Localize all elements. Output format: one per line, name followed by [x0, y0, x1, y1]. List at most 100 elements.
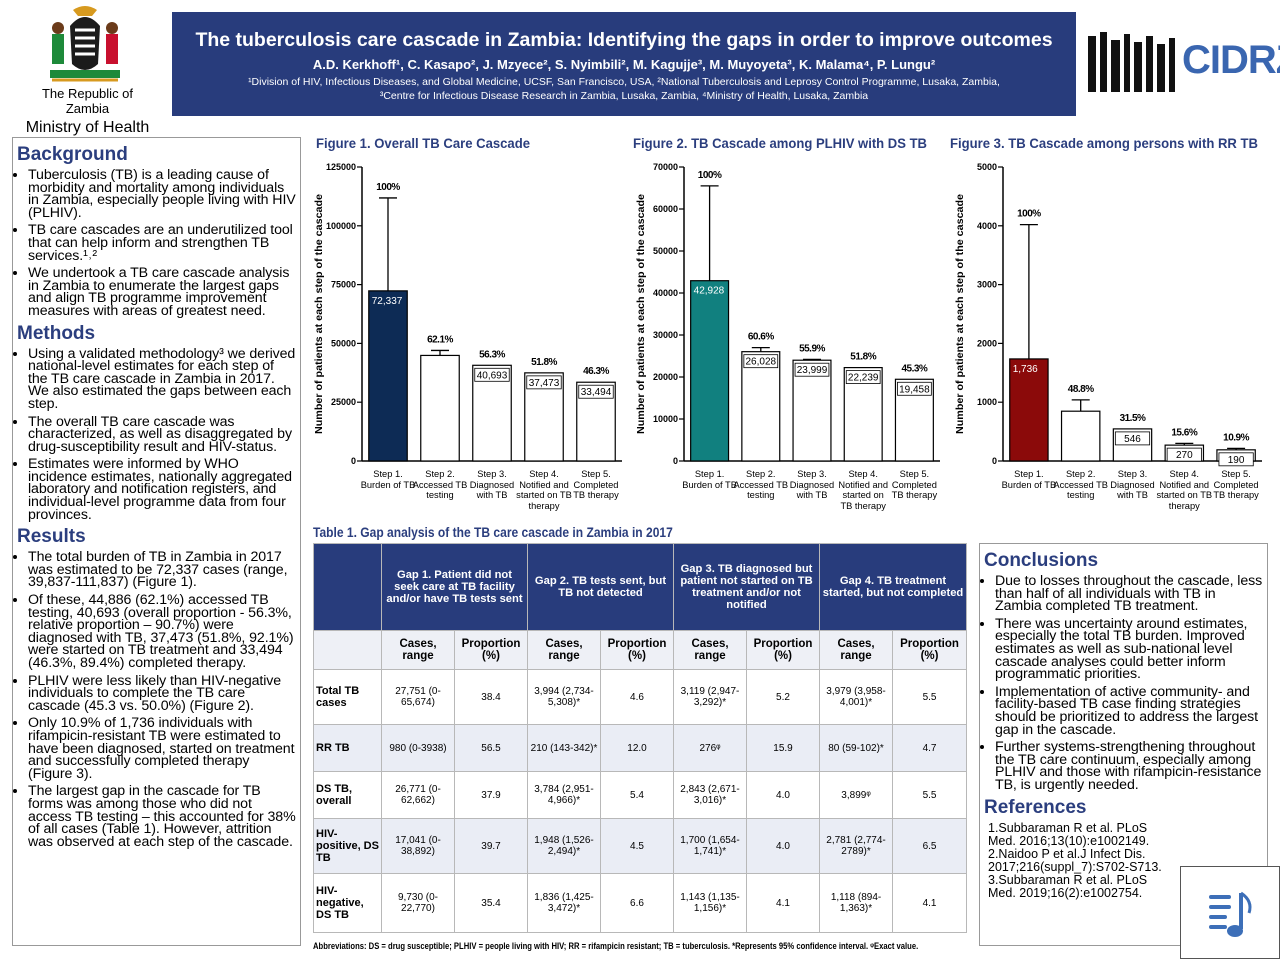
x-label-box: Step 5. Completed TB therapy [1213, 469, 1258, 500]
x-label-box: Step 2. Accessed TB testing [1053, 469, 1108, 500]
sub-header: Cases, range [527, 630, 601, 670]
x-tick-label: Step 3. Diagnosed with TB [1110, 469, 1155, 500]
row-label: HIV-positive, DS TB [313, 818, 382, 874]
chart-title: Figure 3. TB Cascade among persons with … [950, 135, 1258, 151]
row-label: HIV-negative, DS TB [313, 873, 382, 933]
value-label: 40,693 [477, 370, 508, 381]
cell: 15.9 [745, 724, 821, 772]
y-tick-label: 70000 [653, 162, 678, 172]
x-tick-label: Step 5. Completed TB therapy [891, 469, 938, 500]
sub-header: Cases, range [381, 630, 455, 670]
value-label-box [526, 375, 562, 390]
y-axis-label: Number of patients at each step of the c… [635, 194, 647, 434]
y-tick-label: 75000 [331, 280, 356, 290]
chart-title: Figure 2. TB Cascade among PLHIV with DS… [633, 135, 927, 151]
left-column: Background Tuberculosis (TB) is a leading… [12, 137, 301, 946]
percent-label: 100% [376, 182, 400, 193]
right-column: Conclusions Due to losses throughout the … [979, 543, 1268, 946]
x-tick-label: Step 4. Notified and started on TB thera… [516, 469, 572, 511]
x-tick-label: Step 1. Burden of TB [1001, 469, 1057, 490]
percent-label: 55.9% [799, 343, 825, 354]
x-label-box: Step 3. Diagnosed with TB [790, 469, 834, 500]
cell: 1,948 (1,526-2,494)* [527, 818, 601, 874]
error-bar [1019, 223, 1038, 359]
cell: 27,751 (0-65,674) [381, 669, 455, 725]
y-tick-label: 0 [673, 456, 678, 466]
bullet: The largest gap in the cascade for TB fo… [28, 784, 296, 849]
cell: 4.5 [600, 818, 674, 874]
bullet: Tuberculosis (TB) is a leading cause of … [28, 168, 296, 220]
bullet: Only 10.9% of 1,736 individuals with rif… [28, 716, 296, 781]
value-label: 190 [1228, 455, 1245, 466]
bullet-list: Tuberculosis (TB) is a leading cause of … [17, 168, 296, 318]
row-label: DS TB, overall [313, 771, 382, 819]
bullet: The overall TB care cascade was characte… [28, 414, 296, 453]
cell: 276ᵠ [673, 724, 747, 772]
y-tick-label: 30000 [653, 330, 678, 340]
group-header: Gap 1. Patient did not seek care at TB f… [381, 543, 528, 631]
group-header: Gap 4. TB treatment started, but not com… [819, 543, 968, 631]
percent-label: 62.1% [427, 334, 453, 345]
cell: 4.0 [745, 771, 821, 819]
y-tick-label: 100000 [326, 221, 356, 231]
x-label-box: Step 3. Diagnosed with TB [1110, 469, 1155, 500]
y-tick-label: 10000 [653, 414, 678, 424]
group-header: Gap 2. TB tests sent, but TB not detecte… [527, 543, 674, 631]
error-bar [700, 185, 719, 281]
value-label: 23,999 [797, 365, 828, 376]
cell: 4.1 [745, 873, 821, 933]
x-tick-label: Step 3. Diagnosed with TB [469, 469, 515, 500]
x-label-box: Step 1. Burden of TB [682, 469, 737, 490]
cell: 80 (59-102)* [819, 724, 894, 772]
bullet: Implementation of active community- and … [995, 685, 1263, 737]
bullet: PLHIV were less likely than HIV-negative… [28, 674, 296, 713]
cell: 1,700 (1,654-1,741)* [673, 818, 747, 874]
bullet-list: Using a validated methodology³ we derive… [17, 346, 296, 522]
sub-header: Cases, range [673, 630, 747, 670]
bullet: Estimates were informed by WHO incidence… [28, 457, 296, 522]
bar [420, 354, 460, 462]
percent-label: 48.8% [1068, 384, 1094, 395]
percent-label: 100% [698, 170, 722, 181]
sub-header: Proportion (%) [745, 630, 821, 670]
x-label-box: Step 2. Accessed TB testing [412, 469, 468, 500]
sub-header: Proportion (%) [600, 630, 674, 670]
cell: 980 (0-3938) [381, 724, 455, 772]
value-label-box [1114, 431, 1151, 446]
cell: 2,781 (2,774-2789)* [819, 818, 894, 874]
value-label-box [897, 381, 932, 396]
table-row: HIV-positive, DS TB 17,041 (0-38,892) 39.7… [313, 818, 968, 874]
cell: 5.2 [745, 669, 821, 725]
cell: 4.7 [892, 724, 968, 772]
y-tick-label: 1000 [977, 397, 997, 407]
chart-title: Figure 1. Overall TB Care Cascade [316, 135, 530, 151]
percent-label: 31.5% [1120, 413, 1146, 424]
cell: 3,994 (2,734-5,308)* [527, 669, 601, 725]
error-bar [1175, 442, 1194, 446]
media-icon[interactable] [1180, 866, 1280, 959]
table-footnote: Abbreviations: DS = drug susceptible; PL… [313, 941, 919, 951]
bullet: Of these, 44,886 (62.1%) accessed TB tes… [28, 593, 296, 670]
cell: 6.6 [600, 873, 674, 933]
cell: 2,843 (2,671-3,016)* [673, 771, 747, 819]
table-row: DS TB, overall 26,771 (0-62,662) 37.9 3,784… [313, 771, 968, 819]
cell: 17,041 (0-38,892) [381, 818, 455, 874]
value-label-box [578, 384, 614, 399]
bullet: TB care cascades are an underutilized to… [28, 223, 296, 262]
cell: 3,899ᵠ [819, 771, 894, 819]
bullet: We undertook a TB care cascade analysis … [28, 266, 296, 318]
cell: 5.5 [892, 669, 968, 725]
error-bar [1227, 447, 1246, 450]
value-label: 19,458 [899, 384, 930, 395]
percent-label: 51.8% [531, 357, 557, 368]
x-tick-label: Step 2. Accessed TB testing [412, 469, 468, 500]
charts: Figure 1. Overall TB Care Cascade Number … [313, 135, 1262, 511]
value-label-box [1166, 447, 1202, 462]
percent-label: 15.6% [1171, 427, 1197, 438]
section-heading: Background [17, 144, 128, 165]
x-tick-label: Step 5. Completed TB therapy [573, 469, 619, 500]
cell: 4.6 [600, 669, 674, 725]
bullet: Due to losses throughout the cascade, le… [995, 574, 1263, 613]
reference: 2.Naidoo P et al.J Infect Dis. 2017;216(… [988, 846, 1162, 874]
